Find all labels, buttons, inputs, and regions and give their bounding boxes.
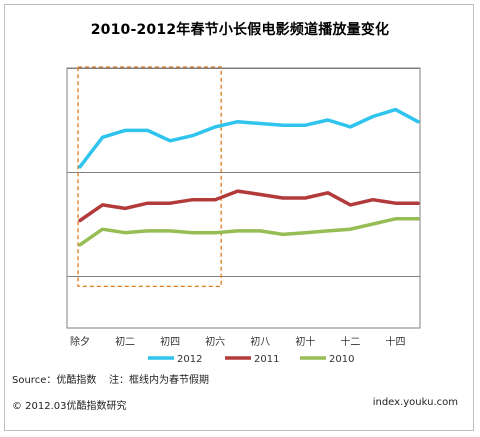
site-url: index.youku.com [372,397,458,408]
x-tick-label: 初六 [205,335,225,348]
grid-lines [67,68,420,277]
series-line-2010 [78,217,420,247]
copyright-text: © 2012.03优酷指数研究 [12,401,127,412]
legend: 2012 2011 2010 [148,354,354,365]
x-tick-label: 十四 [385,335,405,348]
legend-label-2010: 2010 [329,354,354,365]
x-tick-label: 初十 [295,335,315,348]
x-tick-label: 初八 [250,335,270,348]
holiday-dashed-box [77,66,222,288]
holiday-annotation [77,66,222,288]
x-tick-label: 除夕 [70,335,90,348]
legend-label-2011: 2011 [254,354,279,365]
legend-label-2012: 2012 [177,354,202,365]
x-tick-label: 初二 [115,335,135,348]
source-note: Source：优酷指数 注：框线内为春节假期 [12,375,210,386]
x-tick-label: 十二 [340,335,360,348]
x-tick-labels: 除夕 初二 初四 初六 初八 初十 十二 十四 [70,335,405,348]
chart-title: 2010-2012年春节小长假电影频道播放量变化 [90,22,390,38]
series-line-2011 [78,189,420,223]
x-tick-label: 初四 [160,335,180,348]
plot-area [66,67,421,329]
series-lines [78,107,420,247]
series-line-2012 [78,107,420,169]
